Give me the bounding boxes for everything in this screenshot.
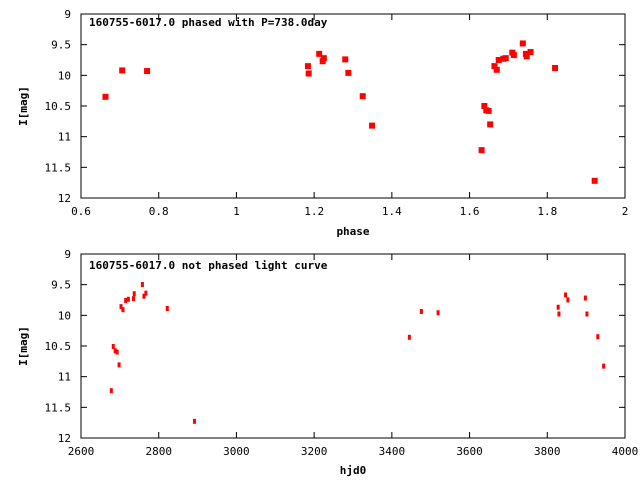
unphased-x-tick-label: 2800 bbox=[145, 445, 172, 458]
unphased-chart-title: 160755-6017.0 not phased light curve bbox=[89, 259, 328, 272]
unphased-y-tick-label: 11.5 bbox=[45, 401, 72, 414]
unphased-data-point bbox=[124, 298, 128, 303]
phased-chart-title: 160755-6017.0 phased with P=738.0day bbox=[89, 16, 328, 29]
phased-data-point bbox=[359, 93, 366, 100]
phased-x-axis-label: phase bbox=[336, 225, 369, 238]
phased-data-point bbox=[591, 177, 598, 184]
phased-data-point bbox=[493, 66, 500, 73]
unphased-y-axis-label: I[mag] bbox=[17, 326, 30, 366]
phased-x-tick-label: 2 bbox=[622, 205, 629, 218]
phased-x-ticks: 0.6 0.8 1 1.2 1.4 1.6 1.8 2 bbox=[71, 14, 628, 218]
phased-x-tick-label: 1.6 bbox=[460, 205, 480, 218]
unphased-y-ticks: 9 9.5 10 10.5 11 11.5 12 bbox=[45, 248, 625, 445]
unphased-data-point bbox=[113, 348, 117, 354]
unphased-data-point bbox=[132, 291, 136, 297]
phased-y-tick-label: 9 bbox=[64, 8, 71, 21]
unphased-x-tick-label: 3800 bbox=[534, 445, 561, 458]
unphased-data-point bbox=[131, 296, 135, 302]
phased-data-point bbox=[304, 63, 311, 70]
phased-y-ticks: 9 9.5 10 10.5 11 11.5 12 bbox=[45, 8, 625, 205]
phased-y-tick-label: 10.5 bbox=[45, 100, 72, 113]
unphased-data-point bbox=[142, 293, 146, 299]
phased-data-point bbox=[102, 93, 109, 100]
phased-data-point bbox=[502, 55, 509, 62]
phased-data-point bbox=[510, 52, 517, 59]
phased-data-point bbox=[320, 55, 327, 62]
unphased-y-tick-label: 9 bbox=[64, 248, 71, 261]
unphased-data-point bbox=[585, 311, 589, 317]
phased-y-tick-label: 9.5 bbox=[51, 39, 71, 52]
unphased-x-tick-label: 3000 bbox=[223, 445, 250, 458]
unphased-x-tick-label: 3200 bbox=[301, 445, 328, 458]
unphased-data-point bbox=[117, 362, 121, 368]
unphased-x-tick-label: 2600 bbox=[68, 445, 95, 458]
phased-data-point bbox=[552, 64, 559, 71]
unphased-data-point bbox=[109, 388, 113, 394]
phased-data-point bbox=[316, 50, 323, 57]
phased-data-point bbox=[119, 67, 126, 74]
phased-data-point bbox=[481, 103, 488, 109]
phased-data-point bbox=[523, 53, 530, 60]
unphased-data-points bbox=[109, 282, 606, 424]
unphased-data-point bbox=[126, 296, 130, 302]
unphased-data-point bbox=[111, 344, 115, 349]
phased-data-points bbox=[102, 40, 598, 184]
phased-data-point bbox=[485, 107, 492, 114]
unphased-data-point bbox=[419, 309, 423, 315]
phased-data-point bbox=[519, 40, 526, 47]
unphased-data-point bbox=[566, 297, 570, 303]
phased-y-tick-label: 12 bbox=[58, 192, 71, 205]
phased-data-point bbox=[495, 57, 502, 63]
unphased-y-tick-label: 10.5 bbox=[45, 340, 72, 353]
phased-x-tick-label: 0.6 bbox=[71, 205, 91, 218]
unphased-y-tick-label: 12 bbox=[58, 432, 71, 445]
unphased-data-point bbox=[556, 304, 560, 310]
phased-data-point bbox=[342, 56, 349, 63]
unphased-light-curve-panel: 9 9.5 10 10.5 11 11.5 12 2600 2800 3000 3200 3400 3… bbox=[17, 248, 638, 477]
unphased-data-point bbox=[564, 292, 568, 298]
unphased-data-point bbox=[115, 349, 119, 355]
unphased-x-tick-label: 3600 bbox=[456, 445, 483, 458]
phased-data-point bbox=[527, 49, 534, 56]
unphased-data-point bbox=[436, 310, 440, 316]
unphased-data-point bbox=[140, 282, 144, 288]
unphased-x-ticks: 2600 2800 3000 3200 3400 3600 3800 4000 bbox=[68, 254, 639, 458]
phased-x-tick-label: 1.2 bbox=[304, 205, 324, 218]
unphased-data-point bbox=[596, 334, 600, 340]
unphased-data-point bbox=[144, 290, 148, 296]
unphased-data-point bbox=[192, 418, 196, 424]
phased-data-point bbox=[319, 58, 326, 65]
phased-x-tick-label: 1.4 bbox=[382, 205, 402, 218]
unphased-y-tick-label: 11 bbox=[58, 371, 71, 384]
unphased-data-point bbox=[121, 307, 125, 313]
phased-y-tick-label: 11 bbox=[58, 131, 71, 144]
phased-x-tick-label: 1 bbox=[233, 205, 240, 218]
unphased-data-point bbox=[407, 334, 411, 340]
unphased-data-point bbox=[557, 311, 561, 317]
phased-data-point bbox=[478, 147, 485, 154]
phased-data-point bbox=[487, 121, 494, 128]
unphased-data-point bbox=[602, 363, 606, 369]
phased-x-tick-label: 0.8 bbox=[149, 205, 169, 218]
unphased-x-tick-label: 3400 bbox=[379, 445, 406, 458]
phased-data-point bbox=[305, 70, 312, 77]
phased-data-point bbox=[144, 68, 151, 75]
phased-data-point bbox=[369, 122, 376, 129]
phased-y-axis-label: I[mag] bbox=[17, 86, 30, 126]
phased-y-tick-label: 10 bbox=[58, 69, 71, 82]
unphased-data-point bbox=[583, 295, 587, 301]
phased-x-tick-label: 1.8 bbox=[537, 205, 557, 218]
phased-y-tick-label: 11.5 bbox=[45, 161, 72, 174]
unphased-x-tick-label: 4000 bbox=[612, 445, 639, 458]
unphased-x-axis-label: hjd0 bbox=[340, 464, 367, 477]
unphased-data-point bbox=[165, 305, 169, 311]
unphased-y-tick-label: 10 bbox=[58, 309, 71, 322]
phased-data-point bbox=[345, 69, 352, 76]
unphased-data-point bbox=[119, 304, 123, 310]
phased-data-point bbox=[491, 63, 498, 70]
unphased-y-tick-label: 9.5 bbox=[51, 279, 71, 292]
